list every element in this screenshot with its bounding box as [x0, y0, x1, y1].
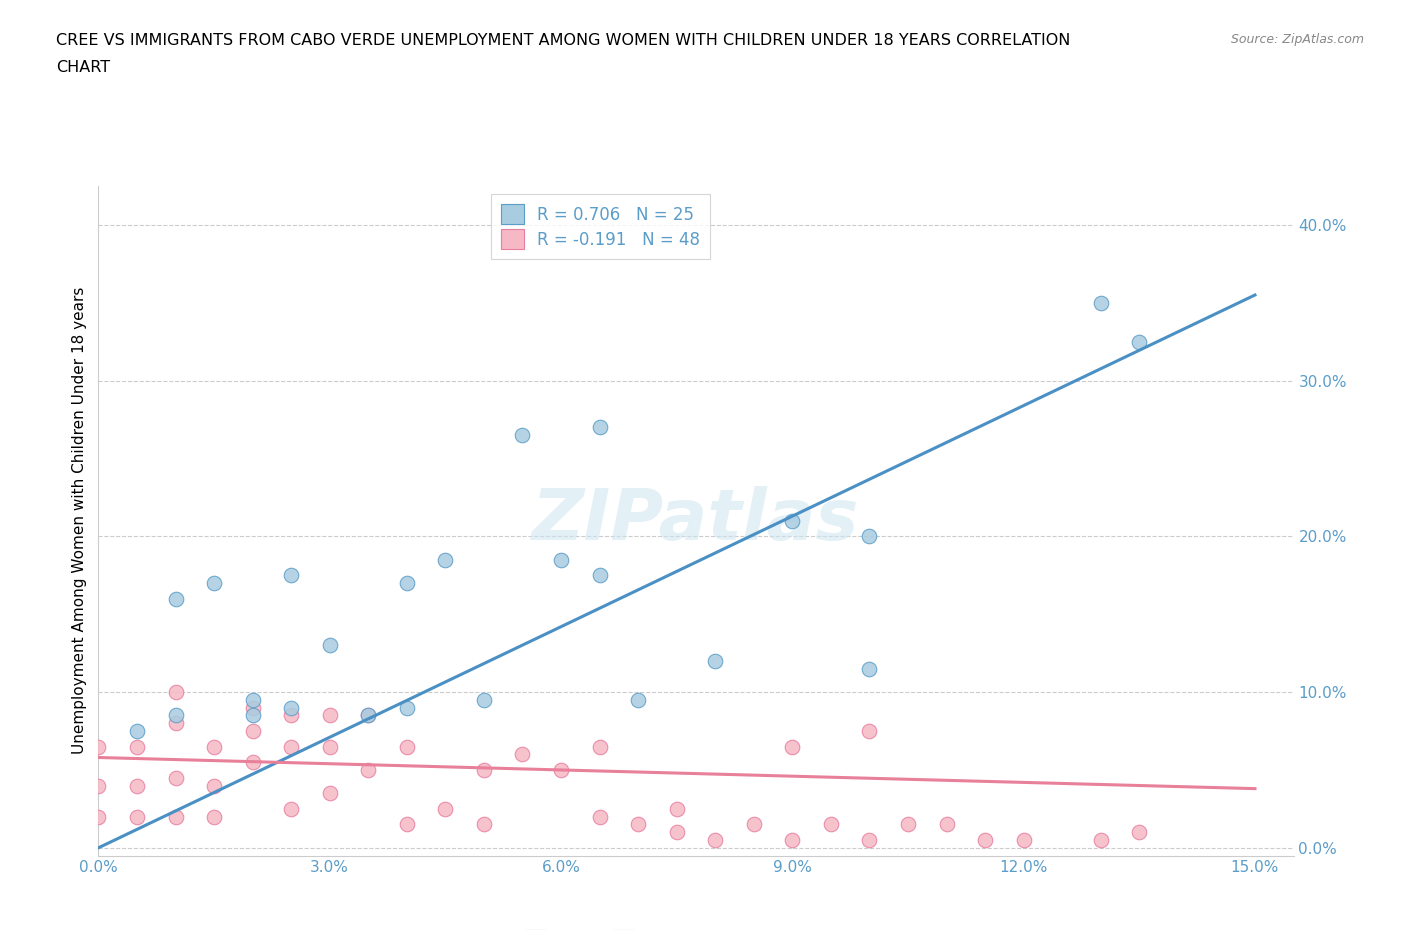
Point: [242, 700, 264, 715]
Point: [395, 700, 418, 715]
Point: [87, 809, 110, 824]
Point: [125, 778, 148, 793]
Point: [125, 809, 148, 824]
Point: [1012, 832, 1035, 847]
Point: [512, 747, 534, 762]
Point: [280, 568, 302, 583]
Point: [472, 693, 495, 708]
Point: [820, 817, 842, 832]
Point: [974, 832, 997, 847]
Point: [1090, 296, 1112, 311]
Point: [665, 802, 688, 817]
Point: [165, 716, 187, 731]
Point: [165, 770, 187, 785]
Point: [588, 739, 610, 754]
Point: [125, 739, 148, 754]
Point: [357, 708, 380, 723]
Point: [202, 739, 225, 754]
Point: [165, 684, 187, 699]
Point: [125, 724, 148, 738]
Point: [1128, 334, 1150, 349]
Point: [782, 513, 804, 528]
Point: [319, 708, 342, 723]
Y-axis label: Unemployment Among Women with Children Under 18 years: Unemployment Among Women with Children U…: [72, 287, 87, 754]
Point: [627, 693, 650, 708]
Point: [165, 591, 187, 606]
Point: [280, 708, 302, 723]
Point: [782, 832, 804, 847]
Point: [588, 568, 610, 583]
Point: [319, 786, 342, 801]
Point: [280, 739, 302, 754]
Text: CHART: CHART: [56, 60, 110, 75]
Point: [202, 778, 225, 793]
Point: [1128, 825, 1150, 840]
Point: [357, 763, 380, 777]
Point: [319, 739, 342, 754]
Point: [897, 817, 920, 832]
Point: [395, 739, 418, 754]
Point: [550, 763, 572, 777]
Point: [434, 552, 457, 567]
Point: [242, 724, 264, 738]
Point: [280, 700, 302, 715]
Point: [512, 428, 534, 443]
Text: Source: ZipAtlas.com: Source: ZipAtlas.com: [1230, 33, 1364, 46]
Text: CREE VS IMMIGRANTS FROM CABO VERDE UNEMPLOYMENT AMONG WOMEN WITH CHILDREN UNDER : CREE VS IMMIGRANTS FROM CABO VERDE UNEMP…: [56, 33, 1070, 47]
Point: [704, 832, 727, 847]
Point: [87, 739, 110, 754]
Point: [165, 809, 187, 824]
Point: [704, 654, 727, 669]
Legend: Cree, Immigrants from Cabo Verde: Cree, Immigrants from Cabo Verde: [519, 923, 873, 930]
Point: [395, 817, 418, 832]
Point: [588, 809, 610, 824]
Point: [472, 763, 495, 777]
Point: [665, 825, 688, 840]
Point: [242, 755, 264, 770]
Point: [395, 576, 418, 591]
Point: [627, 817, 650, 832]
Point: [280, 802, 302, 817]
Point: [858, 832, 880, 847]
Point: [935, 817, 957, 832]
Point: [434, 802, 457, 817]
Text: ZIPatlas: ZIPatlas: [533, 486, 859, 555]
Point: [87, 778, 110, 793]
Point: [1090, 832, 1112, 847]
Point: [858, 661, 880, 676]
Point: [242, 708, 264, 723]
Point: [858, 724, 880, 738]
Point: [588, 420, 610, 435]
Point: [472, 817, 495, 832]
Point: [165, 708, 187, 723]
Point: [202, 809, 225, 824]
Point: [202, 576, 225, 591]
Point: [242, 693, 264, 708]
Point: [319, 638, 342, 653]
Point: [742, 817, 765, 832]
Point: [782, 739, 804, 754]
Point: [858, 529, 880, 544]
Point: [357, 708, 380, 723]
Point: [550, 552, 572, 567]
